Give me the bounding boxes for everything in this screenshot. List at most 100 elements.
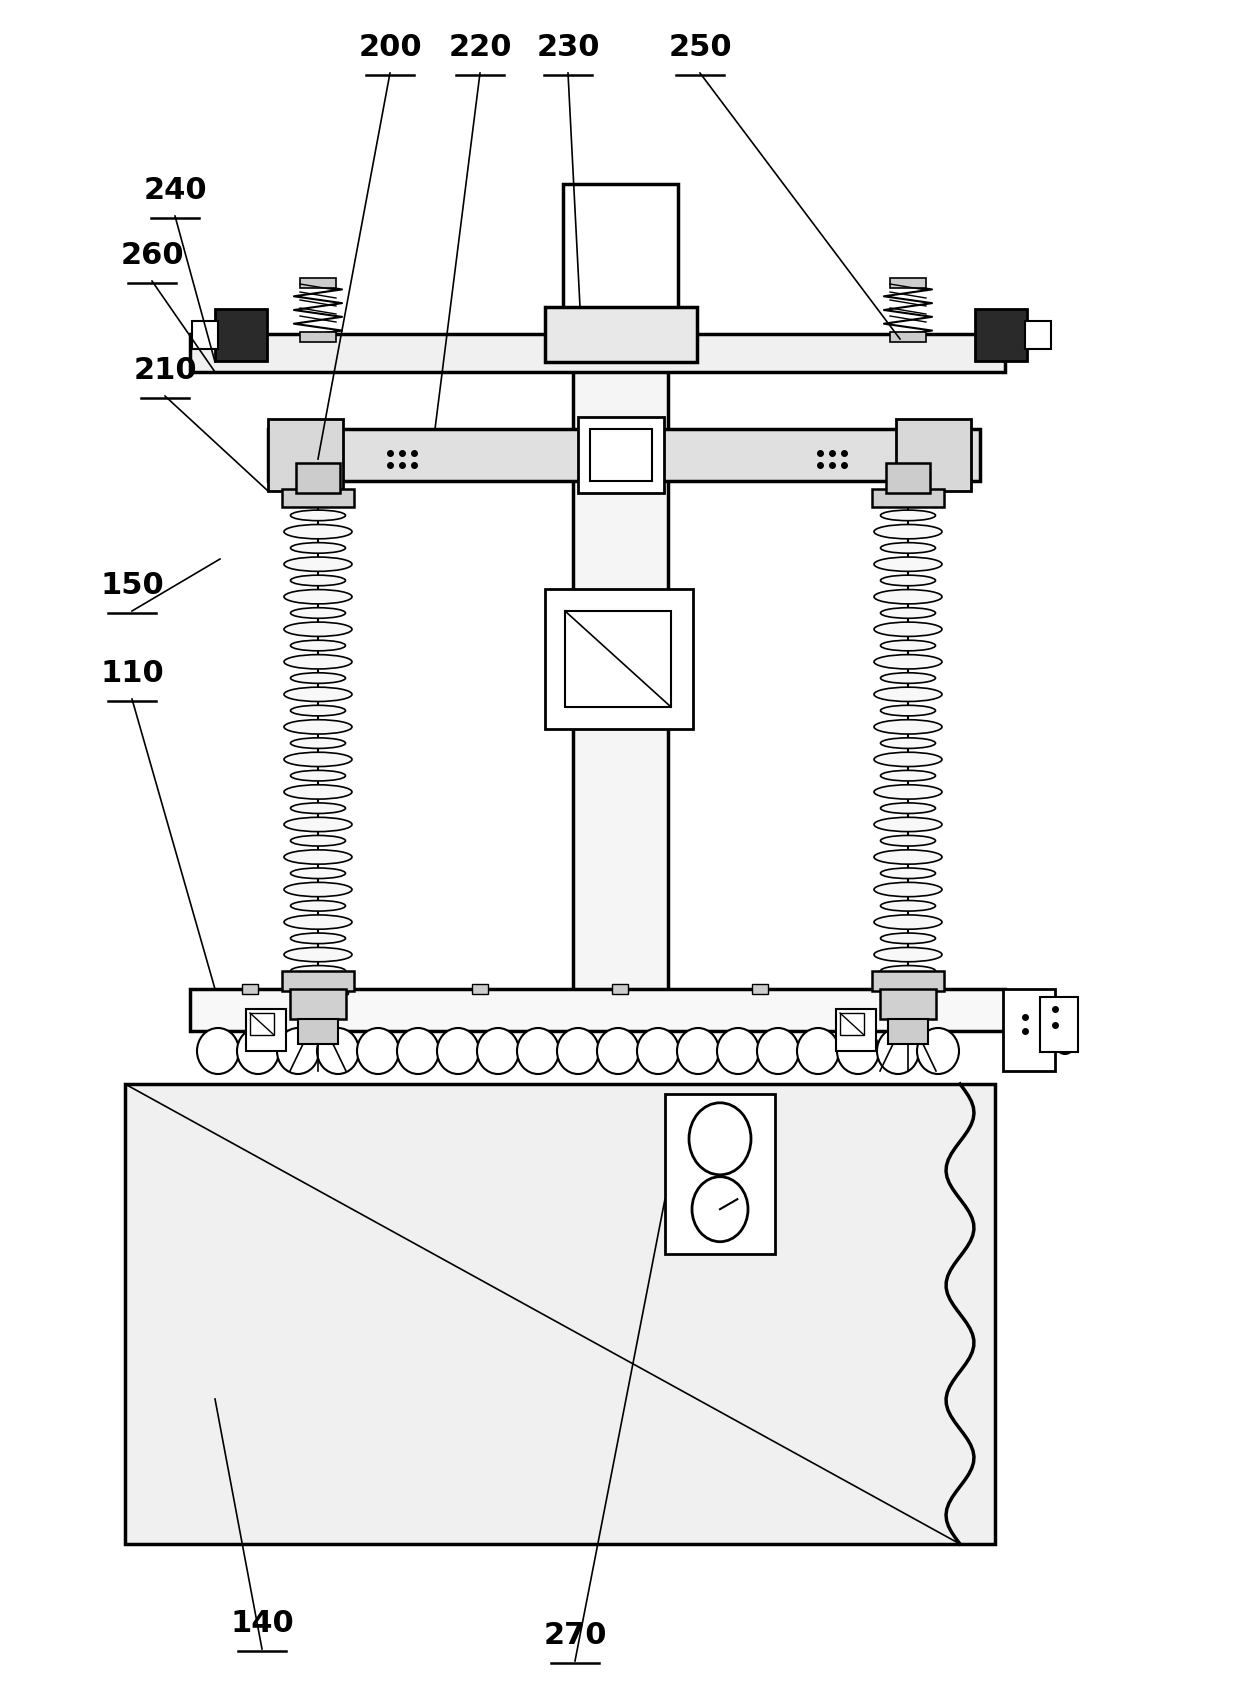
Bar: [192, 321, 218, 350]
Bar: [546, 590, 693, 730]
Ellipse shape: [880, 804, 935, 814]
Ellipse shape: [880, 934, 935, 944]
Text: 260: 260: [120, 241, 184, 269]
Bar: [897, 420, 971, 491]
Bar: [890, 279, 926, 289]
Bar: [125, 1085, 994, 1544]
Ellipse shape: [717, 1028, 759, 1075]
Ellipse shape: [237, 1028, 279, 1075]
Ellipse shape: [874, 688, 942, 701]
Ellipse shape: [284, 817, 352, 833]
Bar: [590, 429, 652, 481]
Text: 250: 250: [668, 34, 732, 62]
Bar: [296, 464, 340, 495]
Ellipse shape: [290, 673, 346, 685]
Bar: [472, 984, 489, 994]
Bar: [246, 1009, 286, 1051]
Ellipse shape: [692, 1177, 748, 1241]
Ellipse shape: [874, 883, 942, 897]
Ellipse shape: [317, 1028, 360, 1075]
Ellipse shape: [880, 836, 935, 846]
Ellipse shape: [290, 965, 346, 977]
Ellipse shape: [880, 575, 935, 587]
Bar: [872, 972, 944, 991]
Bar: [298, 1019, 339, 1045]
Ellipse shape: [880, 738, 935, 748]
Ellipse shape: [918, 1028, 959, 1075]
Ellipse shape: [877, 1028, 919, 1075]
Bar: [613, 984, 627, 994]
Ellipse shape: [517, 1028, 559, 1075]
Ellipse shape: [357, 1028, 399, 1075]
Text: 220: 220: [448, 34, 512, 62]
Bar: [242, 984, 258, 994]
Ellipse shape: [284, 558, 352, 572]
Bar: [751, 984, 768, 994]
Ellipse shape: [874, 590, 942, 604]
Ellipse shape: [797, 1028, 839, 1075]
Text: 210: 210: [133, 357, 197, 385]
Bar: [190, 989, 1004, 1031]
Bar: [578, 417, 663, 495]
Ellipse shape: [689, 1103, 751, 1176]
Text: 270: 270: [543, 1620, 606, 1648]
Ellipse shape: [290, 934, 346, 944]
Bar: [281, 972, 353, 991]
Ellipse shape: [880, 770, 935, 782]
Ellipse shape: [874, 785, 942, 799]
Ellipse shape: [837, 1028, 879, 1075]
Ellipse shape: [874, 525, 942, 540]
Ellipse shape: [880, 609, 935, 619]
Ellipse shape: [756, 1028, 799, 1075]
Bar: [887, 464, 930, 495]
Bar: [565, 612, 671, 708]
Ellipse shape: [197, 1028, 239, 1075]
Ellipse shape: [874, 558, 942, 572]
Ellipse shape: [880, 543, 935, 553]
Bar: [250, 1013, 274, 1036]
Ellipse shape: [284, 851, 352, 865]
Ellipse shape: [284, 754, 352, 767]
Ellipse shape: [290, 609, 346, 619]
Bar: [300, 279, 336, 289]
Ellipse shape: [290, 868, 346, 880]
Bar: [1025, 321, 1052, 350]
Ellipse shape: [874, 949, 942, 962]
Text: 200: 200: [358, 34, 422, 62]
Bar: [890, 333, 926, 343]
Ellipse shape: [284, 720, 352, 735]
Ellipse shape: [284, 525, 352, 540]
Bar: [563, 185, 678, 336]
Ellipse shape: [880, 965, 935, 977]
Ellipse shape: [880, 673, 935, 685]
Ellipse shape: [290, 738, 346, 748]
Ellipse shape: [880, 641, 935, 651]
Ellipse shape: [284, 590, 352, 604]
Text: 140: 140: [231, 1608, 294, 1637]
Ellipse shape: [284, 656, 352, 669]
Bar: [215, 309, 267, 362]
Ellipse shape: [290, 770, 346, 782]
Ellipse shape: [436, 1028, 479, 1075]
Bar: [872, 489, 944, 508]
Ellipse shape: [874, 754, 942, 767]
Bar: [268, 429, 980, 481]
Ellipse shape: [874, 915, 942, 930]
Bar: [300, 333, 336, 343]
Bar: [1003, 989, 1055, 1071]
Bar: [546, 308, 697, 363]
Ellipse shape: [874, 622, 942, 637]
Ellipse shape: [880, 902, 935, 912]
Ellipse shape: [290, 575, 346, 587]
Bar: [290, 989, 346, 1019]
Ellipse shape: [1054, 1024, 1076, 1055]
Ellipse shape: [284, 622, 352, 637]
Ellipse shape: [874, 656, 942, 669]
Ellipse shape: [677, 1028, 719, 1075]
Ellipse shape: [290, 902, 346, 912]
Text: 110: 110: [100, 659, 164, 688]
Bar: [281, 489, 353, 508]
Bar: [839, 1013, 864, 1036]
Ellipse shape: [284, 883, 352, 897]
Ellipse shape: [284, 688, 352, 701]
